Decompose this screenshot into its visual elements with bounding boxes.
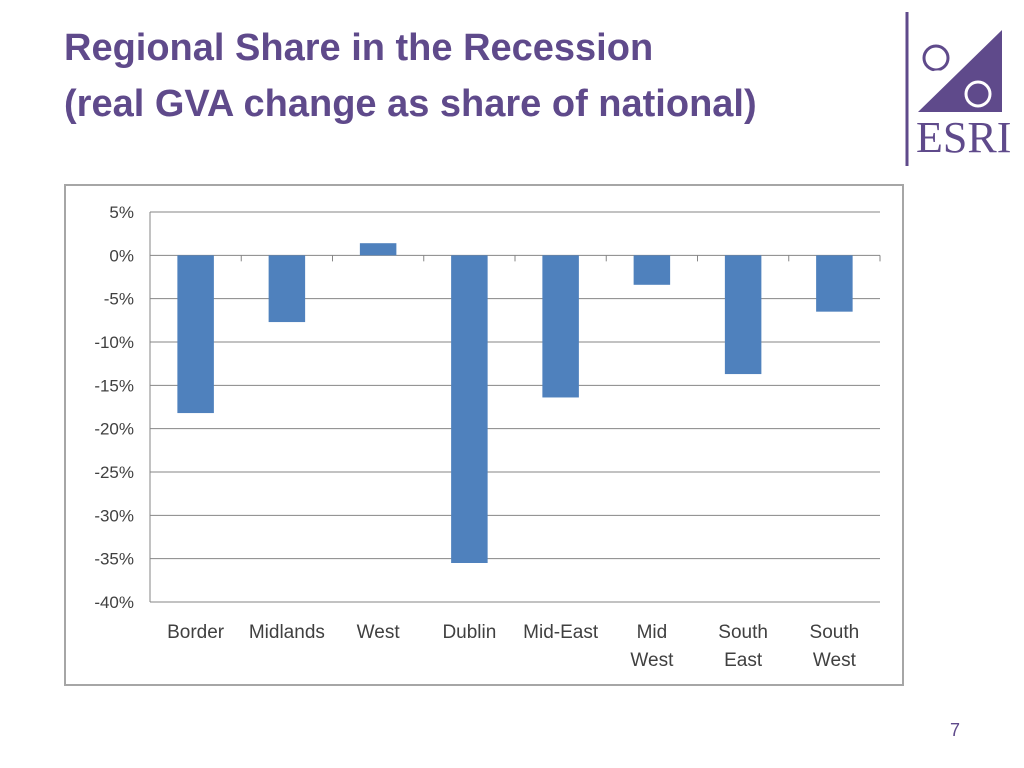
x-tick-label: Mid-East <box>523 622 599 643</box>
esri-logo-text: ESRI <box>916 113 1012 162</box>
y-tick-label: -30% <box>94 506 134 525</box>
bar-border <box>177 255 214 414</box>
x-tick-label: East <box>724 650 763 671</box>
bar-dublin <box>451 255 488 563</box>
y-tick-label: -5% <box>104 290 134 309</box>
x-tick-label: Border <box>167 622 225 643</box>
y-tick-label: -35% <box>94 550 134 569</box>
esri-logo: ESRI <box>904 12 1012 168</box>
x-tick-label: West <box>630 650 674 671</box>
x-tick-label: West <box>813 650 857 671</box>
x-tick-label: South <box>810 622 860 643</box>
bar-west <box>359 243 397 256</box>
x-tick-label: Dublin <box>442 622 496 643</box>
x-tick-label: West <box>357 622 401 643</box>
bar-mid-east <box>542 255 579 398</box>
y-tick-label: -40% <box>94 593 134 612</box>
bar-mid-west <box>633 255 671 285</box>
chart-container: 5% 0% -5% -10% -15% -20% -25% -30% -35% -40% Borde… <box>64 184 904 686</box>
esri-logo-mark <box>905 12 1002 166</box>
x-tick-label: Mid <box>637 622 668 643</box>
bar-chart: 5% 0% -5% -10% -15% -20% -25% -30% -35% -40% Borde… <box>94 203 881 671</box>
x-tick-label: South <box>718 622 768 643</box>
y-tick-label: -10% <box>94 333 134 352</box>
page-number: 7 <box>949 720 960 740</box>
y-tick-label: -15% <box>94 376 134 395</box>
x-tick-label: Midlands <box>249 622 325 643</box>
bar-south-east <box>724 255 762 375</box>
slide-title-line-2: (real GVA change as share of national) <box>64 83 757 125</box>
bar-south-west <box>816 255 853 312</box>
slide-title: Regional Share in the Recession (real GV… <box>64 20 894 132</box>
y-tick-label: 0% <box>109 246 134 265</box>
y-tick-label: -20% <box>94 420 134 439</box>
y-tick-label: 5% <box>109 203 134 222</box>
slide-title-line-1: Regional Share in the Recession <box>64 27 654 69</box>
bar-midlands <box>268 255 306 323</box>
y-tick-label: -25% <box>94 463 134 482</box>
